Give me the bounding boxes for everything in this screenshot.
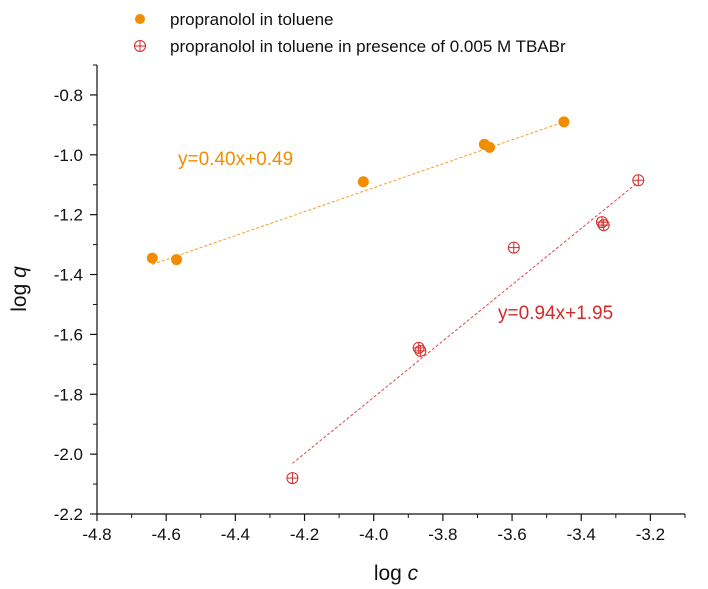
y-tick-label: -1.6 — [54, 325, 83, 344]
x-axis-ticks: -4.8 -4.6 -4.4 -4.2 -4.0 -3.8 -3.6 -3.4 -3.2 — [82, 514, 686, 544]
fit-lines — [152, 121, 639, 464]
x-tick-label: -4.2 — [290, 525, 319, 544]
x-tick-label: -4.4 — [221, 525, 250, 544]
y-tick-label: -1.8 — [54, 385, 83, 404]
y-tick-label: -1.4 — [54, 266, 83, 285]
legend: propranolol in toluene propranolol in to… — [134, 10, 566, 56]
y-axis-title: log q — [8, 266, 31, 312]
legend-label-toluene: propranolol in toluene — [170, 10, 334, 29]
point-tbabr — [286, 472, 299, 485]
y-tick-label: -1.0 — [54, 146, 83, 165]
y-tick-label: -2.0 — [54, 445, 83, 464]
point-toluene — [484, 141, 496, 153]
data-points — [146, 116, 645, 485]
fit-line-toluene — [152, 121, 565, 265]
x-tick-label: -4.8 — [82, 525, 111, 544]
legend-label-tbabr: propranolol in toluene in presence of 0.… — [170, 37, 566, 56]
y-axis-ticks: -2.2 -2.0 -1.8 -1.6 -1.4 -1.2 -1.0 -0.8 — [54, 64, 97, 524]
point-toluene — [558, 116, 570, 128]
point-toluene — [171, 254, 183, 266]
x-tick-label: -3.6 — [497, 525, 526, 544]
x-tick-label: -3.4 — [567, 525, 596, 544]
x-axis-title: log c — [374, 562, 419, 585]
point-toluene — [146, 252, 158, 264]
x-tick-label: -4.0 — [359, 525, 388, 544]
x-tick-label: -4.6 — [152, 525, 181, 544]
fit-label-tbabr: y=0.94x+1.95 — [498, 303, 613, 324]
point-tbabr — [507, 241, 520, 254]
fit-label-toluene: y=0.40x+0.49 — [178, 149, 293, 170]
point-tbabr — [632, 174, 645, 187]
legend-marker-tbabr — [134, 40, 146, 52]
point-tbabr — [597, 219, 610, 232]
fit-line-tbabr — [292, 181, 639, 464]
point-tbabr — [595, 216, 608, 229]
point-toluene — [357, 176, 369, 188]
y-tick-label: -2.2 — [54, 505, 83, 524]
point-tbabr — [412, 341, 425, 354]
legend-marker-toluene — [135, 14, 145, 24]
point-tbabr — [414, 344, 427, 357]
x-tick-label: -3.2 — [636, 525, 665, 544]
y-tick-label: -1.2 — [54, 206, 83, 225]
x-tick-label: -3.8 — [428, 525, 457, 544]
plot-area: -4.8 -4.6 -4.4 -4.2 -4.0 -3.8 -3.6 -3.4 -3.2 -2.… — [54, 64, 686, 544]
y-tick-label: -0.8 — [54, 86, 83, 105]
